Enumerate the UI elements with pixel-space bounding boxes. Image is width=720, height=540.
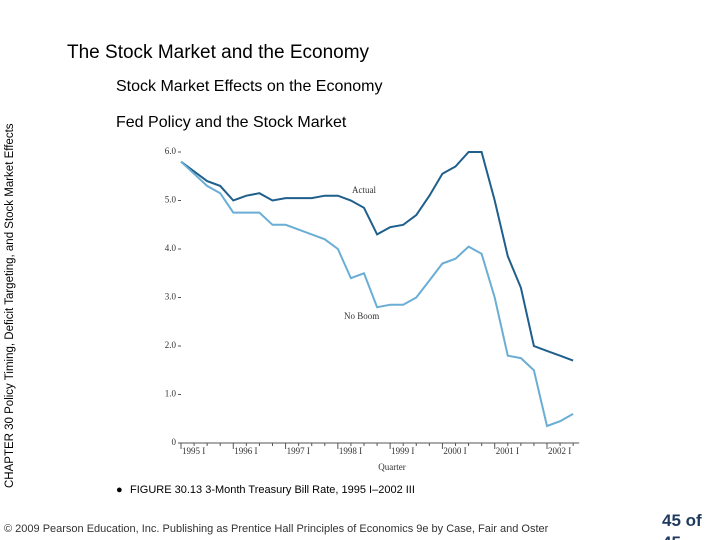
x-tick-label: 2002 I <box>548 446 571 456</box>
x-tick-label: 1996 I <box>234 446 257 456</box>
x-tick-label: 1995 I <box>182 446 205 456</box>
x-tick-label: 1999 I <box>391 446 414 456</box>
y-tick-label: 5.0 <box>165 195 177 205</box>
heading: Fed Policy and the Stock Market <box>116 114 347 131</box>
page-number: 45 of 45 <box>662 511 702 540</box>
footer: © 2009 Pearson Education, Inc. Publishin… <box>4 523 549 535</box>
series-label: No Boom <box>344 311 379 321</box>
x-tick-label: 2000 I <box>443 446 466 456</box>
slide-title: The Stock Market and the Economy <box>67 42 370 63</box>
y-tick-label: 2.0 <box>165 340 177 350</box>
y-tick-label: 0 <box>172 437 177 447</box>
subtitle: Stock Market Effects on the Economy <box>116 78 383 95</box>
line-series <box>180 160 574 428</box>
x-axis-label: Quarter <box>378 462 405 472</box>
x-tick-label: 1997 I <box>287 446 310 456</box>
series-label: Actual <box>352 185 376 195</box>
y-tick-label: 6.0 <box>165 146 177 156</box>
y-tick-label: 1.0 <box>165 389 177 399</box>
caption: FIGURE 30.13 3-Month Treasury Bill Rate,… <box>130 484 415 496</box>
y-tick-label: 4.0 <box>165 243 177 253</box>
line-series <box>180 151 574 362</box>
y-tick-label: 3.0 <box>165 292 177 302</box>
caption-icon: ● <box>116 484 123 496</box>
x-tick-label: 2001 I <box>496 446 519 456</box>
side-text: CHAPTER 30 Policy Timing, Deficit Target… <box>4 123 16 488</box>
x-tick-label: 1998 I <box>339 446 362 456</box>
